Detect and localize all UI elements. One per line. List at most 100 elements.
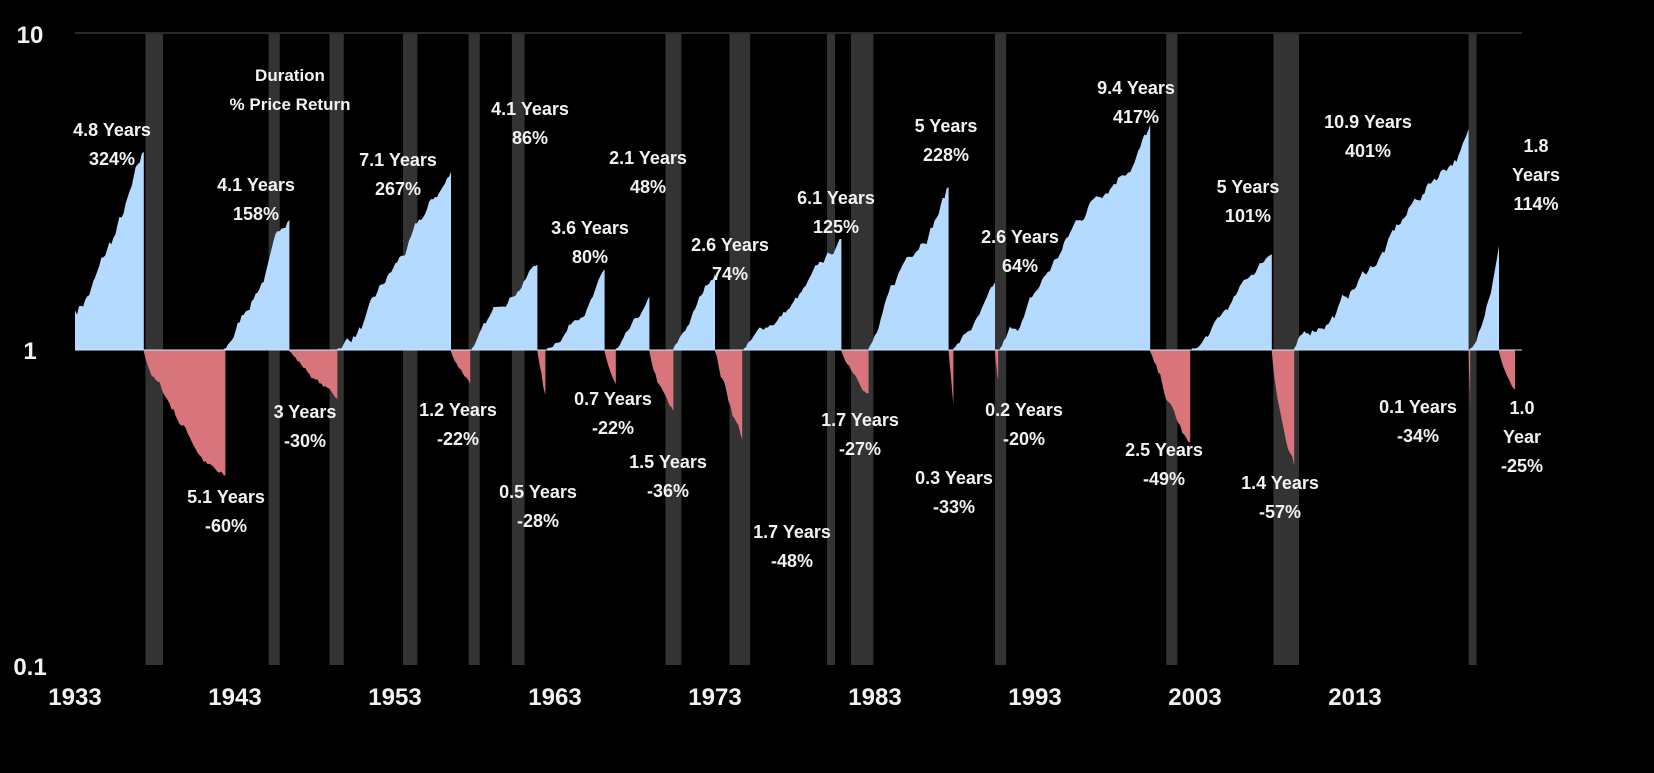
bull-market-area — [953, 282, 995, 350]
bear-episode-label: 0.3 Years -33% — [915, 464, 993, 522]
bear-market-area — [1271, 350, 1295, 466]
episode-return-label: -20% — [1002, 428, 1046, 449]
episode-duration-label: 1.7 Years — [821, 409, 899, 430]
bull-market-area — [1470, 245, 1499, 350]
bear-market-area — [841, 350, 869, 394]
bear-market-area — [451, 350, 471, 385]
bear-market-area — [1499, 350, 1515, 390]
episode-return-label: -22% — [591, 417, 635, 438]
bull-episode-label: 2.1 Years 48% — [609, 144, 687, 202]
bear-market-area — [649, 350, 674, 412]
episode-return-label: -25% — [1500, 455, 1544, 476]
bull-episode-label: 9.4 Years 417% — [1097, 74, 1175, 132]
x-tick-label: 2013 — [1328, 684, 1381, 711]
episode-duration-label: 0.3 Years — [915, 467, 993, 488]
episode-duration-label: 4.8 Years — [73, 119, 151, 140]
bull-episode-label: 3.6 Years 80% — [551, 214, 629, 272]
bull-episode-label: 1.8 Years 114% — [1506, 132, 1566, 219]
bear-market-area — [715, 350, 743, 440]
episode-duration-label: 1.0 Year — [1502, 397, 1542, 447]
x-tick-label: 1933 — [48, 684, 101, 711]
episode-return-label: 101% — [1224, 205, 1272, 226]
bull-market-area — [615, 296, 650, 350]
bear-episode-label: 2.5 Years -49% — [1125, 436, 1203, 494]
recession-band — [329, 33, 344, 665]
episode-duration-label: 0.5 Years — [499, 481, 577, 502]
bear-episode-label: 1.4 Years -57% — [1241, 469, 1319, 527]
bull-episode-label: 6.1 Years 125% — [797, 184, 875, 242]
bull-market-area — [1294, 128, 1469, 350]
bull-episode-label: 2.6 Years 74% — [691, 231, 769, 289]
episode-return-label: 86% — [511, 127, 549, 148]
y-tick-label: 10 — [17, 22, 44, 49]
bear-episode-label: 0.2 Years -20% — [985, 396, 1063, 454]
episode-return-label: -30% — [283, 430, 327, 451]
legend-annotation-return: % Price Return — [229, 95, 351, 114]
y-tick-label: 0.1 — [13, 654, 46, 681]
bear-episode-label: 0.7 Years -22% — [574, 385, 652, 443]
bull-episode-label: 2.6 Years 64% — [981, 223, 1059, 281]
bear-episode-label: 0.1 Years -34% — [1379, 393, 1457, 451]
bear-market-area — [948, 350, 954, 405]
episode-return-label: -27% — [838, 438, 882, 459]
bull-episode-label: 5 Years 228% — [915, 112, 978, 170]
episode-duration-label: 0.2 Years — [985, 399, 1063, 420]
episode-duration-label: 4.1 Years — [217, 174, 295, 195]
episode-duration-label: 1.7 Years — [753, 521, 831, 542]
bear-market-area — [995, 350, 999, 381]
bear-episode-label: 1.7 Years -27% — [821, 406, 899, 464]
bull-market-area — [337, 171, 451, 350]
episode-duration-label: 1.8 Years — [1511, 135, 1561, 185]
episode-duration-label: 3 Years — [273, 401, 337, 422]
bear-market-area — [1468, 350, 1471, 407]
bull-market-area — [471, 264, 538, 350]
episode-duration-label: 1.5 Years — [629, 451, 707, 472]
episode-duration-label: 7.1 Years — [359, 149, 437, 170]
episode-return-label: -49% — [1142, 468, 1186, 489]
episode-return-label: 417% — [1112, 106, 1160, 127]
episode-return-label: -48% — [770, 550, 814, 571]
episode-duration-label: 2.1 Years — [609, 147, 687, 168]
bull-episode-label: 4.8 Years 324% — [73, 116, 151, 174]
bull-episode-label: 4.1 Years 158% — [217, 171, 295, 229]
episode-duration-label: 4.1 Years — [491, 98, 569, 119]
episode-duration-label: 1.2 Years — [419, 399, 497, 420]
bear-market-area — [604, 350, 616, 385]
bear-market-area — [1150, 350, 1191, 443]
bear-episode-label: 1.2 Years -22% — [419, 396, 497, 454]
episode-return-label: -60% — [204, 515, 248, 536]
bear-episode-label: 5.1 Years -60% — [187, 483, 265, 541]
episode-return-label: 64% — [1001, 255, 1039, 276]
episode-return-label: 80% — [571, 246, 609, 267]
episode-duration-label: 2.6 Years — [691, 234, 769, 255]
episode-duration-label: 5 Years — [914, 115, 978, 136]
episode-return-label: -57% — [1258, 501, 1302, 522]
market-areas — [75, 124, 1515, 476]
episode-duration-label: 0.1 Years — [1379, 396, 1457, 417]
episode-return-label: 48% — [629, 176, 667, 197]
x-tick-label: 1973 — [688, 684, 741, 711]
recession-band — [729, 33, 751, 665]
bull-episode-label: 5 Years 101% — [1217, 173, 1280, 231]
episode-duration-label: 5 Years — [1216, 176, 1280, 197]
bull-market-area — [1191, 254, 1272, 350]
bear-market-area — [289, 350, 338, 399]
bear-episode-label: 1.5 Years -36% — [629, 448, 707, 506]
episode-duration-label: 10.9 Years — [1324, 111, 1412, 132]
bull-market-area — [999, 124, 1151, 350]
episode-duration-label: 1.4 Years — [1241, 472, 1319, 493]
episode-return-label: 125% — [812, 216, 860, 237]
recession-band — [145, 33, 163, 665]
bull-market-area — [743, 238, 842, 350]
episode-duration-label: 3.6 Years — [551, 217, 629, 238]
bull-episode-label: 4.1 Years 86% — [491, 95, 569, 153]
bear-episode-label: 3 Years -30% — [274, 398, 337, 456]
bull-market-area — [673, 274, 715, 350]
x-tick-label: 1983 — [848, 684, 901, 711]
bull-market-area — [547, 269, 605, 350]
x-tick-label: 1963 — [528, 684, 581, 711]
legend-annotation-duration: Duration — [255, 66, 325, 85]
episode-return-label: -28% — [516, 510, 560, 531]
